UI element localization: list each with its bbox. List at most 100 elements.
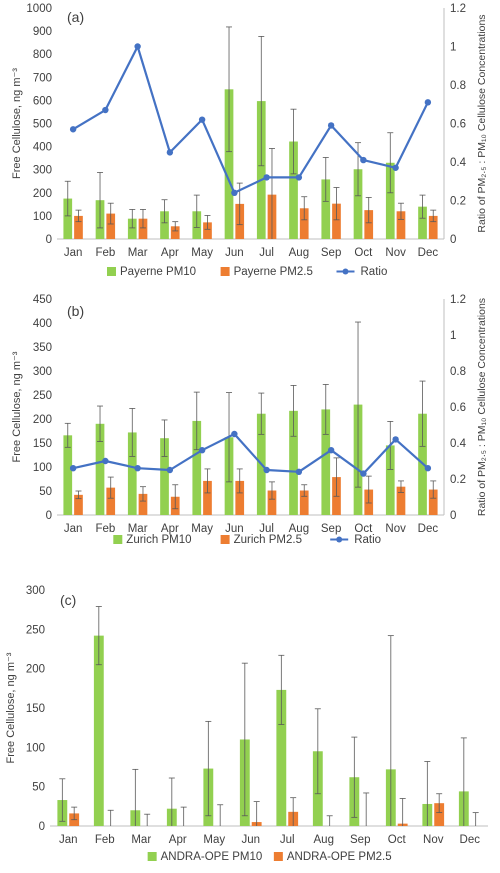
x-tick-label: Jun (225, 247, 244, 259)
legend-label: ANDRA-OPE PM10 (161, 851, 263, 863)
y-tick-label: 150 (33, 438, 52, 450)
bar-zurich-pm10 (289, 410, 298, 515)
bar-zurich-pm2-5 (299, 490, 309, 515)
x-tick-label: Nov (423, 834, 444, 846)
bar-payerne-pm10 (160, 211, 169, 239)
y2-tick-label: 0.4 (450, 157, 467, 169)
bar-zurich-pm2-5 (235, 480, 245, 515)
y2-tick-label: 0.8 (450, 366, 466, 378)
ratio-point (424, 99, 432, 106)
x-tick-label: Dec (418, 523, 439, 535)
y-tick-label: 400 (33, 318, 52, 330)
y-tick-label: 300 (33, 165, 52, 177)
bar-payerne-pm2-5 (364, 210, 374, 239)
ratio-point (360, 470, 367, 477)
x-tick-label: Sep (321, 247, 341, 259)
y2-tick-label: 1 (450, 42, 456, 54)
bar-payerne-pm10 (256, 101, 266, 239)
ratio-point (231, 189, 238, 196)
y2-tick-label: 0.6 (450, 402, 466, 414)
ratio-point (360, 156, 367, 164)
y-tick-label: 250 (26, 624, 45, 636)
x-tick-label: May (191, 247, 213, 259)
bar-zurich-pm2-5 (203, 480, 212, 515)
bar-payerne-pm2-5 (428, 215, 438, 239)
ratio-point (392, 436, 399, 443)
ratio-point (198, 116, 206, 123)
y-axis-label: Free Cellulose, ng m⁻³ (5, 652, 17, 763)
y2-tick-label: 0 (450, 234, 456, 246)
ratio-point (69, 126, 77, 133)
y-tick-label: 200 (26, 664, 45, 676)
x-tick-label: Jan (64, 523, 83, 535)
y-tick-label: 300 (26, 585, 45, 597)
y-tick-label: 250 (33, 390, 52, 402)
y-tick-label: 0 (46, 510, 52, 522)
x-tick-label: Oct (354, 247, 373, 259)
y-tick-label: 600 (33, 95, 52, 107)
y2-axis-label: Ratio of PM₂.₅ : PM₁₀ Cellulose Concentr… (476, 14, 488, 232)
bar-payerne-pm10 (321, 179, 331, 239)
bar-zurich-pm2-5 (428, 489, 438, 515)
bar-payerne-pm10 (224, 89, 234, 239)
x-tick-label: Jun (241, 834, 260, 846)
legend-swatch (220, 535, 230, 544)
y-tick-label: 800 (33, 49, 52, 61)
y-tick-label: 50 (32, 782, 45, 794)
legend-marker (342, 268, 349, 275)
ratio-point (134, 43, 141, 50)
x-tick-label: Mar (128, 523, 148, 535)
x-tick-label: Feb (95, 247, 115, 259)
bar-payerne-pm2-5 (170, 226, 180, 239)
legend-label: Payerne PM2.5 (234, 266, 313, 278)
chart-panel-1: 0 100 200 300 400 500 600 700 800 900 1000 Free Cel… (11, 3, 488, 278)
y-tick-label: 100 (26, 742, 45, 754)
bar-zurich-pm10 (385, 445, 395, 515)
x-tick-label: Sep (321, 523, 341, 535)
bar-payerne-pm2-5 (299, 208, 309, 239)
x-tick-label: Oct (388, 834, 407, 846)
bar-zurich-pm10 (127, 432, 137, 515)
x-tick-label: Aug (314, 834, 334, 846)
ratio-point (327, 447, 335, 454)
bar-zurich-pm2-5 (396, 486, 406, 515)
x-tick-label: Mar (128, 247, 148, 259)
chart-panel-2: 0 50 100 150 200 250 300 350 400 450 Free Cellulos… (11, 294, 488, 546)
y-tick-label: 300 (33, 366, 52, 378)
panel-label: (b) (67, 303, 84, 319)
bar-payerne-pm2-5 (332, 203, 341, 239)
bar-payerne-pm2-5 (396, 211, 406, 239)
ratio-point (424, 465, 432, 472)
bar-zurich-pm2-5 (74, 494, 83, 515)
ratio-point (102, 106, 109, 114)
x-tick-label: Oct (354, 523, 373, 535)
y-tick-label: 450 (33, 294, 52, 306)
bar-payerne-pm10 (289, 141, 298, 239)
ratio-point (392, 164, 399, 171)
ratio-point (198, 447, 206, 454)
ratio-point (231, 430, 238, 438)
bar-payerne-pm2-5 (106, 213, 116, 239)
y-tick-label: 350 (33, 342, 52, 354)
x-tick-label: Jul (259, 523, 274, 535)
y2-tick-label: 1 (450, 330, 456, 342)
bar-payerne-pm10 (418, 206, 427, 239)
y2-tick-label: 0.4 (450, 438, 467, 450)
ratio-point (102, 457, 109, 465)
ratio-point (166, 466, 174, 474)
bar-zurich-pm10 (160, 438, 169, 515)
y-axis-label: Free Cellulose, ng m⁻³ (11, 68, 23, 179)
bar-zurich-pm2-5 (267, 490, 277, 515)
y-tick-label: 900 (33, 26, 52, 38)
x-tick-label: Feb (95, 834, 115, 846)
ratio-point (263, 466, 270, 474)
x-tick-label: Dec (418, 247, 439, 259)
bar-zurich-pm2-5 (106, 487, 116, 515)
bar-andra-ope-pm10 (276, 689, 287, 826)
y2-axis-label: Ratio of PM₂.₅ : PM₁₀ Cellulose Concentr… (476, 298, 488, 516)
panel-label: (c) (60, 592, 76, 608)
bar-zurich-pm2-5 (138, 493, 148, 515)
bar-payerne-pm10 (385, 162, 395, 239)
legend-label: Zurich PM2.5 (234, 534, 302, 546)
